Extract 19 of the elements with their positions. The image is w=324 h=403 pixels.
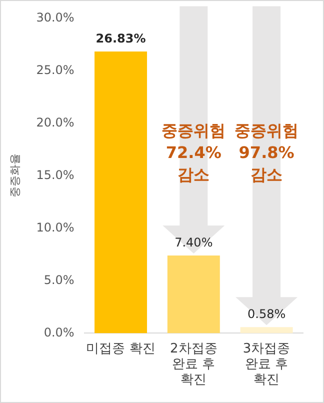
bar <box>167 256 220 334</box>
annotation: 중증위험 97.8% 감소 <box>234 120 299 184</box>
data-label: 26.83% <box>96 32 146 46</box>
y-tick-label: 30.0% <box>36 10 74 24</box>
y-tick-label: 0.0% <box>44 325 74 340</box>
bar <box>240 327 293 334</box>
y-tick-label: 15.0% <box>36 168 74 182</box>
data-label: 0.58% <box>247 307 286 322</box>
annotation: 중증위험 72.4% 감소 <box>162 120 226 184</box>
x-tick-label: 미접종 확진 <box>86 341 156 356</box>
y-tick-label: 10.0% <box>36 220 74 234</box>
y-tick-label: 25.0% <box>36 62 74 77</box>
x-tick-label: 3차접종 완료 후 확진 <box>242 341 290 388</box>
bar <box>94 51 148 334</box>
y-tick-label: 5.0% <box>44 272 74 287</box>
x-tick-label: 2차접종 완료 후 확진 <box>170 341 218 388</box>
y-axis-title: 중증화율 <box>8 154 22 198</box>
y-tick-label: 20.0% <box>36 115 74 130</box>
data-label: 7.40% <box>174 236 213 250</box>
